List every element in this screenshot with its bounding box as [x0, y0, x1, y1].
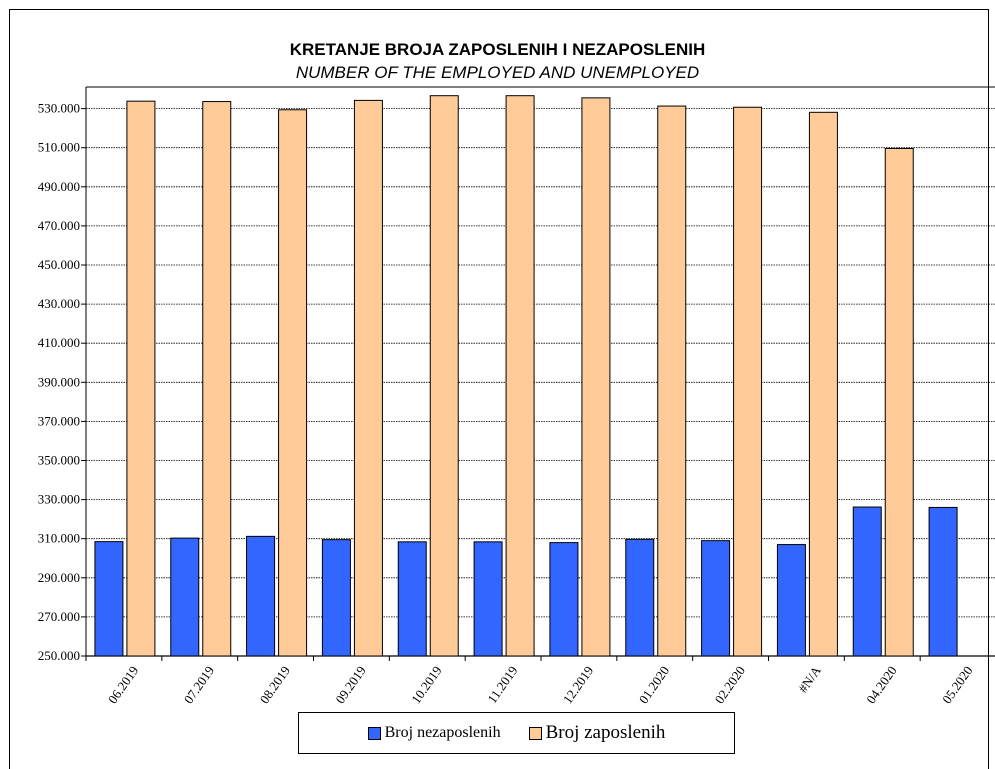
bar-unemployed — [928, 506, 958, 657]
bar-unemployed — [321, 539, 351, 657]
chart-legend: Broj nezaposlenih Broj zaposlenih — [298, 712, 735, 754]
legend-label-unemployed: Broj nezaposlenih — [384, 724, 501, 741]
bar-unemployed — [625, 538, 655, 657]
x-tick-label: 11.2019 — [484, 663, 520, 706]
bar-employed — [884, 147, 914, 657]
x-tick-label: #N/A — [795, 663, 824, 696]
bar-employed — [429, 95, 459, 657]
y-tick-label: 430.000 — [38, 296, 80, 311]
x-tick-label: 01.2020 — [636, 663, 673, 706]
chart-frame — [9, 9, 989, 769]
bar-unemployed — [397, 541, 427, 657]
y-tick-label: 530.000 — [38, 101, 80, 116]
y-tick-label: 370.000 — [38, 413, 80, 428]
y-tick-label: 350.000 — [38, 453, 80, 468]
bar-employed — [202, 101, 232, 657]
chart-title: KRETANJE BROJA ZAPOSLENIH I NEZAPOSLENIH — [289, 40, 706, 59]
y-tick-label: 470.000 — [38, 218, 80, 233]
x-tick-label: 02.2020 — [712, 663, 749, 706]
bar-employed — [126, 100, 156, 657]
bar-chart: 530.000 510.000 490.000 470.000 450.000 430.0… — [38, 86, 995, 706]
y-tick-label: 310.000 — [38, 531, 80, 546]
y-tick-label: 490.000 — [38, 179, 80, 194]
y-tick-label: 510.000 — [38, 140, 80, 155]
legend-item-employed: Broj zaposlenih — [528, 722, 666, 744]
bar-unemployed — [473, 541, 503, 657]
y-tick-label: 290.000 — [38, 570, 80, 585]
x-tick-label: 05.2020 — [939, 663, 976, 706]
x-tick-label: 12.2019 — [560, 663, 597, 706]
bar-unemployed — [170, 537, 200, 657]
x-tick-label: 10.2019 — [408, 663, 445, 706]
y-tick-label: 250.000 — [38, 648, 80, 663]
bar-unemployed — [776, 544, 806, 657]
bar-unemployed — [701, 540, 731, 657]
y-tick-label: 270.000 — [38, 609, 80, 624]
bar-employed — [505, 95, 535, 657]
bar-unemployed — [549, 542, 579, 657]
y-tick-label: 410.000 — [38, 335, 80, 350]
legend-swatch-employed — [528, 726, 542, 740]
bar-employed — [581, 97, 611, 657]
y-tick-label: 390.000 — [38, 374, 80, 389]
legend-swatch-unemployed — [367, 726, 381, 740]
y-tick-label: 450.000 — [38, 257, 80, 272]
x-tick-label: 09.2019 — [332, 663, 369, 706]
bar-unemployed — [94, 541, 124, 657]
y-tick-label: 330.000 — [38, 492, 80, 507]
bar-unemployed — [246, 535, 276, 657]
x-tick-label: 07.2019 — [181, 663, 218, 706]
bar-employed — [733, 106, 763, 657]
x-tick-label: 08.2019 — [257, 663, 294, 706]
x-tick-label: 06.2019 — [105, 663, 142, 706]
x-tick-label: 04.2020 — [863, 663, 900, 706]
legend-item-unemployed: Broj nezaposlenih — [367, 724, 501, 742]
bar-unemployed — [852, 506, 882, 657]
legend-label-employed: Broj zaposlenih — [545, 722, 666, 743]
bar-employed — [353, 99, 383, 657]
bar-employed — [657, 105, 687, 657]
bar-employed — [278, 109, 308, 657]
bar-employed — [808, 111, 838, 657]
chart-subtitle: NUMBER OF THE EMPLOYED AND UNEMPLOYED — [295, 63, 700, 82]
